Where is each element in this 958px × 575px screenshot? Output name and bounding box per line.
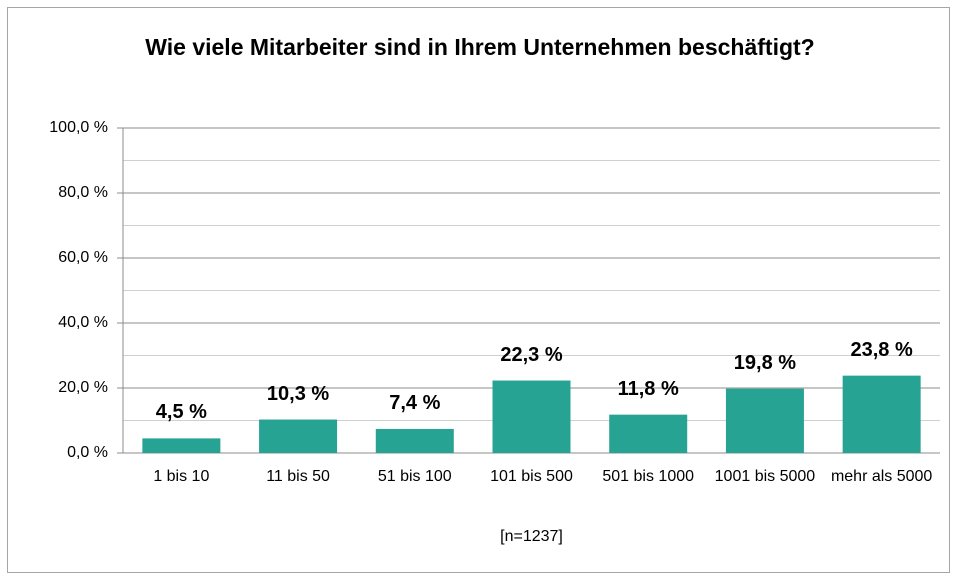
bar <box>609 414 688 453</box>
chart-title: Wie viele Mitarbeiter sind in Ihrem Unte… <box>145 34 815 60</box>
value-label: 23,8 % <box>850 338 913 361</box>
value-label: 7,4 % <box>389 391 441 414</box>
x-tick-label: 51 bis 100 <box>377 468 452 485</box>
y-tick-label: 20,0 % <box>58 379 108 396</box>
bar <box>375 428 454 453</box>
chart-frame <box>7 7 950 573</box>
y-tick-label: 80,0 % <box>58 184 108 201</box>
value-label: 10,3 % <box>266 382 330 405</box>
y-tick-label: 100,0 % <box>49 119 108 136</box>
bar <box>142 438 221 453</box>
y-tick-label: 60,0 % <box>58 249 108 266</box>
x-tick-label: 101 bis 500 <box>490 468 573 485</box>
bar <box>259 419 338 453</box>
value-label: 22,3 % <box>500 343 563 366</box>
x-tick-label: mehr als 5000 <box>830 468 933 485</box>
value-label: 4,5 % <box>155 401 207 424</box>
bar <box>842 375 921 453</box>
value-label: 11,8 % <box>617 377 679 400</box>
x-tick-label: 1 bis 10 <box>153 468 210 485</box>
y-tick-label: 0,0 % <box>67 444 108 461</box>
bar <box>492 380 571 453</box>
value-label: 19,8 % <box>733 351 797 374</box>
x-tick-label: 11 bis 50 <box>266 468 330 485</box>
x-tick-label: 501 bis 1000 <box>602 468 695 485</box>
bar <box>725 388 804 453</box>
x-tick-label: 1001 bis 5000 <box>714 468 816 485</box>
y-tick-label: 40,0 % <box>58 314 108 331</box>
footnote: [n=1237] <box>500 528 563 545</box>
